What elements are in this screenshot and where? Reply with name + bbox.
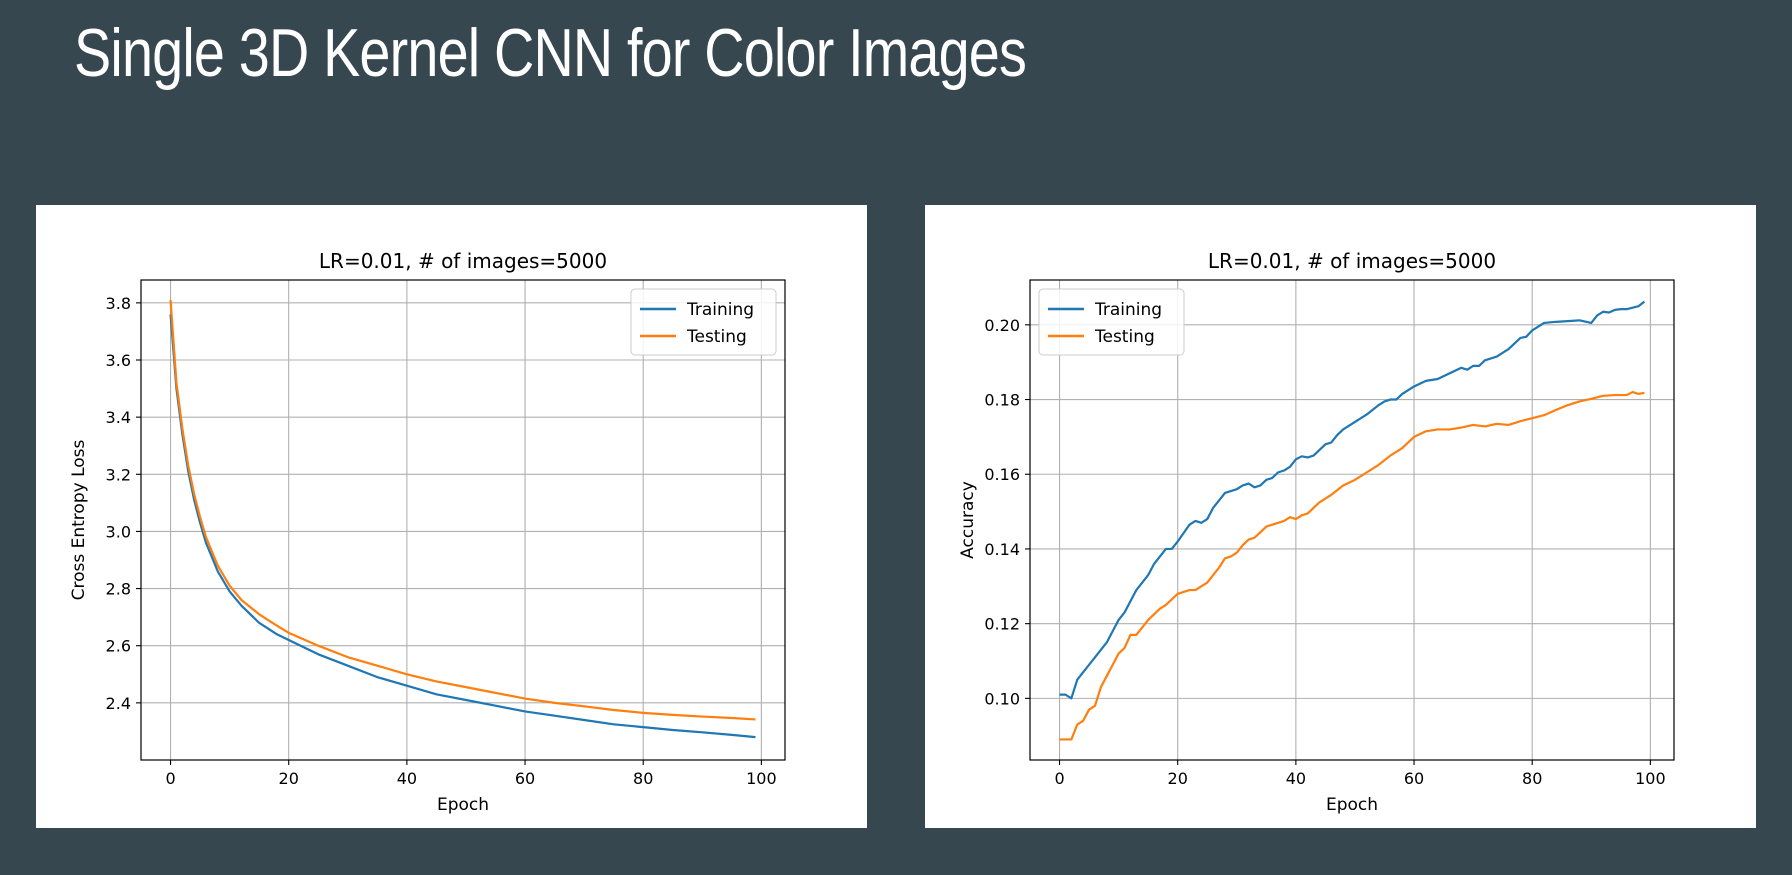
- accuracy-xtick-label: 100: [1635, 769, 1666, 788]
- loss-chart-svg: 0 20 40 60 80 100 2.4 2.6 2.8 3.0 3.2 3.4 3.6 3.8 LR=0…: [69, 249, 786, 815]
- loss-ytick-label: 2.4: [106, 694, 131, 713]
- accuracy-xtick-label: 40: [1286, 769, 1306, 788]
- loss-chart-title: LR=0.01, # of images=5000: [319, 249, 607, 273]
- accuracy-legend-label-training: Training: [1094, 300, 1162, 320]
- loss-xtick-label: 80: [633, 769, 653, 788]
- loss-line-training: [169, 314, 756, 739]
- loss-xtick-label: 100: [746, 769, 777, 788]
- loss-xtick-label: 0: [165, 769, 175, 788]
- loss-ytick-label: 2.6: [106, 637, 131, 656]
- loss-ytick-label: 3.6: [106, 351, 131, 370]
- accuracy-ytick-label: 0.12: [984, 615, 1020, 634]
- accuracy-chart-card: 0 20 40 60 80 100 0.10 0.12 0.14 0.16 0.18 0.20 LR=0…: [925, 205, 1756, 828]
- accuracy-ytick-label: 0.20: [984, 316, 1020, 335]
- loss-ytick-label: 3.4: [106, 408, 131, 427]
- accuracy-ytick-label: 0.14: [984, 540, 1020, 559]
- loss-ytick-label: 2.8: [106, 580, 131, 599]
- accuracy-ytick-label: 0.16: [984, 465, 1020, 484]
- loss-y-axis-label: Cross Entropy Loss: [69, 439, 89, 600]
- slide-title: Single 3D Kernel CNN for Color Images: [74, 15, 1027, 91]
- loss-legend-box: [630, 288, 777, 356]
- loss-legend-label-training: Training: [686, 300, 754, 320]
- accuracy-xtick-label: 0: [1054, 769, 1064, 788]
- accuracy-xtick-label: 60: [1404, 769, 1424, 788]
- loss-chart-card: 0 20 40 60 80 100 2.4 2.6 2.8 3.0 3.2 3.4 3.6 3.8 LR=0…: [36, 205, 867, 828]
- loss-xtick-label: 40: [397, 769, 417, 788]
- loss-ytick-label: 3.2: [106, 465, 131, 484]
- loss-x-axis-label: Epoch: [437, 795, 489, 815]
- accuracy-line-testing: [1059, 390, 1645, 741]
- accuracy-axes-frame: [1029, 279, 1675, 761]
- accuracy-y-axis-label: Accuracy: [958, 481, 978, 559]
- loss-legend-label-testing: Testing: [686, 327, 747, 347]
- loss-ytick-label: 3.8: [106, 294, 131, 313]
- accuracy-legend-label-testing: Testing: [1094, 327, 1155, 347]
- accuracy-xtick-label: 80: [1522, 769, 1542, 788]
- loss-xtick-label: 60: [515, 769, 535, 788]
- loss-ytick-label: 3.0: [106, 522, 131, 541]
- loss-xtick-label: 20: [279, 769, 299, 788]
- accuracy-chart-svg: 0 20 40 60 80 100 0.10 0.12 0.14 0.16 0.18 0.20 LR=0…: [958, 249, 1675, 815]
- loss-line-testing: [169, 299, 756, 721]
- accuracy-x-axis-label: Epoch: [1326, 795, 1378, 815]
- accuracy-legend: Training Testing: [1038, 288, 1185, 356]
- accuracy-ytick-label: 0.18: [984, 391, 1020, 410]
- loss-axes-frame: [140, 279, 786, 761]
- loss-legend: Training Testing: [630, 288, 777, 356]
- accuracy-ytick-label: 0.10: [984, 689, 1020, 708]
- accuracy-chart-title: LR=0.01, # of images=5000: [1208, 249, 1496, 273]
- accuracy-xtick-label: 20: [1168, 769, 1188, 788]
- accuracy-line-training: [1059, 300, 1646, 700]
- accuracy-legend-box: [1038, 288, 1185, 356]
